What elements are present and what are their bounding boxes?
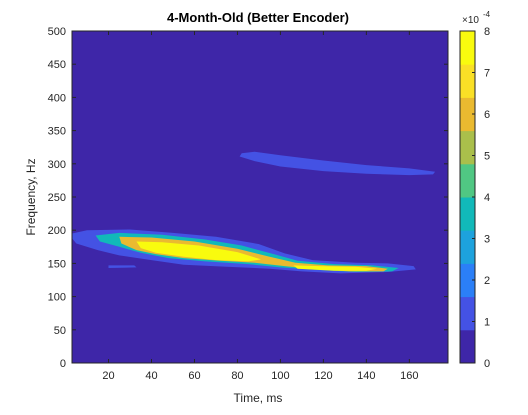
colorbar-tick-label: 0 [484,358,490,370]
y-tick-label: 350 [48,126,66,138]
colorbar-band [460,230,475,264]
x-tick-label: 120 [314,370,332,382]
y-tick-label: 400 [48,92,66,104]
colorbar-exponent: ×10 -4 [462,10,491,26]
colorbar-tick-label: 1 [484,317,490,329]
y-tick-label: 300 [48,159,66,171]
colorbar-tick-label: 4 [484,192,490,204]
colorbar-band [460,263,475,298]
colorbar-band [460,296,475,331]
contour-region-3 [239,151,436,176]
colorbar-band [460,163,475,198]
y-tick-label: 50 [54,325,66,337]
y-tick-label: 0 [60,358,66,370]
y-axis-label: Frequency, Hz [24,158,38,235]
x-axis-label: Time, ms [234,391,283,405]
colorbar: 0 1 2 3 4 5 6 7 8 [459,26,490,370]
y-tick-label: 250 [48,192,66,204]
y-tick-label: 200 [48,225,66,237]
colorbar-band [460,97,475,132]
colorbar-tick-label: 2 [484,275,490,287]
colorbar-band [460,130,475,165]
y-tick-label: 150 [48,258,66,270]
colorbar-tick-label: 6 [484,109,490,121]
colorbar-tick-label: 3 [484,234,490,246]
x-tick-label: 40 [145,370,157,382]
chart-title: 4-Month-Old (Better Encoder) [167,10,349,25]
x-tick-label: 60 [188,370,200,382]
colorbar-band [460,197,475,231]
colorbar-exponent-base: ×10 [462,15,479,26]
contour-region-6 [136,241,262,262]
colorbar-tick-label: 5 [484,151,490,163]
y-tick-label: 450 [48,59,66,71]
colorbar-band [460,64,475,98]
plot-background [72,31,448,363]
x-tick-label: 20 [102,370,114,382]
x-tick-label: 160 [400,370,418,382]
y-tick-label: 100 [48,292,66,304]
contour-region-7 [293,265,378,271]
colorbar-tick-label: 8 [484,26,490,38]
x-tick-label: 80 [231,370,243,382]
colorbar-band [460,31,475,65]
y-tick-label: 500 [48,26,66,38]
contour-region-2 [108,265,137,268]
colorbar-band [460,329,475,364]
colorbar-tick-label: 7 [484,68,490,80]
colorbar-exponent-power: -4 [483,10,491,19]
x-tick-label: 100 [271,370,289,382]
x-tick-label: 140 [357,370,375,382]
